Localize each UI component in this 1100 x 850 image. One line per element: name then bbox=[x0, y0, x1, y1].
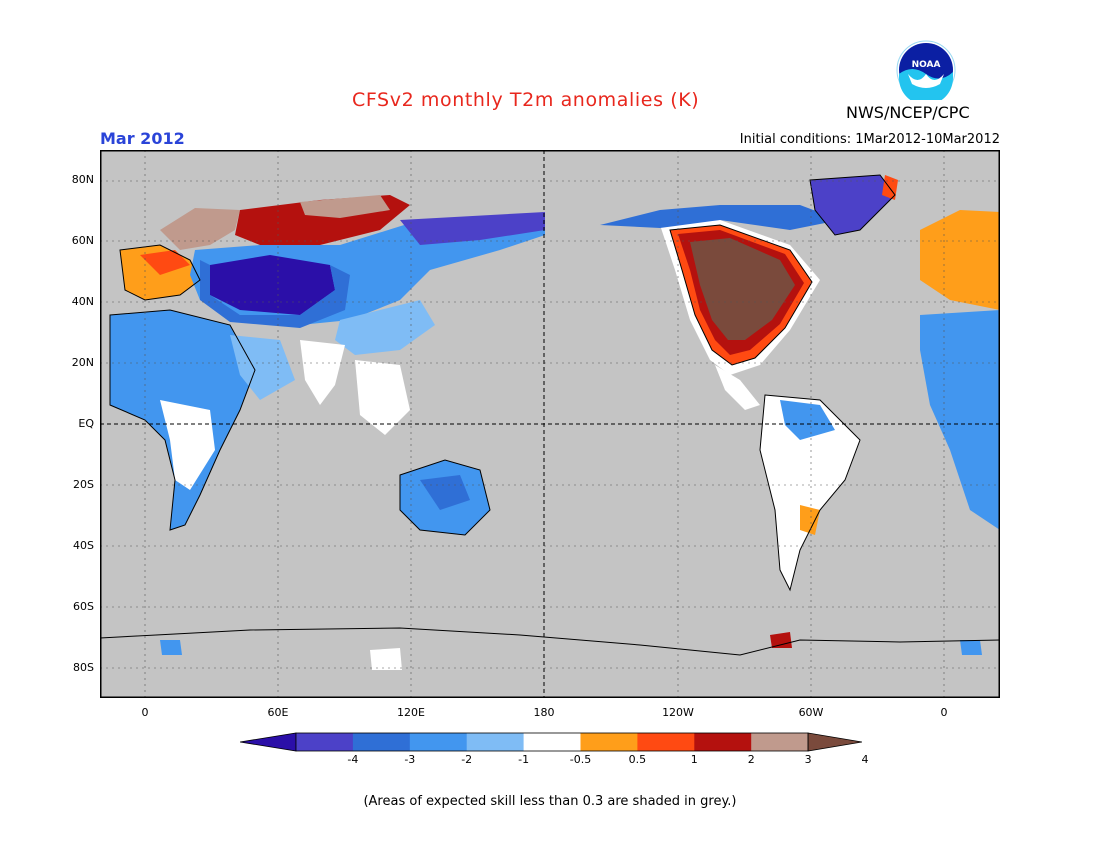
noaa-logo-text: NOAA bbox=[912, 60, 941, 70]
australia-cold-core bbox=[420, 475, 470, 510]
colorbar-segment bbox=[807, 732, 862, 752]
colorbar-label: 2 bbox=[747, 753, 755, 766]
antarctic-peninsula-warm bbox=[770, 632, 792, 648]
antarctica-patch-right bbox=[960, 640, 982, 655]
colorbar-label: -4 bbox=[347, 753, 359, 766]
canada-arctic-patch bbox=[600, 205, 840, 230]
colorbar-label: 1 bbox=[690, 753, 698, 766]
greenland-patch bbox=[810, 175, 895, 235]
agency-label: NWS/NCEP/CPC bbox=[846, 103, 970, 122]
scandinavia-patch bbox=[160, 208, 240, 250]
colorbar-segment bbox=[409, 733, 468, 751]
coastlines bbox=[100, 174, 1000, 656]
land-patches bbox=[100, 175, 1000, 698]
y-tick-label: 20S bbox=[73, 478, 94, 491]
antarctica-patch-center bbox=[370, 648, 402, 670]
y-tick-label: 80S bbox=[73, 661, 94, 674]
siberia-brown-patch bbox=[300, 195, 390, 218]
colorbar-label: -3 bbox=[404, 753, 416, 766]
antarctica-strip bbox=[100, 628, 1000, 698]
colorbar-segment bbox=[751, 733, 809, 751]
noaa-logo: NOAA bbox=[896, 40, 956, 100]
anomaly-map bbox=[100, 150, 1000, 698]
colorbar bbox=[240, 732, 862, 752]
south-america-patch bbox=[760, 395, 860, 590]
colorbar-label: -0.5 bbox=[569, 753, 592, 766]
chart-title: CFSv2 monthly T2m anomalies (K) bbox=[352, 89, 700, 111]
colorbar-segment bbox=[580, 733, 638, 751]
y-tick-label: 60S bbox=[73, 600, 94, 613]
se-asia-patch bbox=[355, 360, 410, 435]
antarctica-patch-left bbox=[160, 640, 182, 655]
south-america-warm bbox=[800, 505, 820, 535]
y-tick-label: 40N bbox=[71, 295, 94, 308]
y-tick-label: 80N bbox=[71, 173, 94, 186]
wrap-europe-patch bbox=[920, 210, 1000, 310]
colorbar-segment bbox=[637, 733, 695, 751]
y-tick-label: EQ bbox=[78, 417, 94, 430]
y-tick-label: 20N bbox=[71, 356, 94, 369]
colorbar-label: 0.5 bbox=[628, 753, 647, 766]
x-tick-label: 0 bbox=[940, 706, 948, 719]
north-america-brown-core bbox=[690, 238, 795, 340]
x-tick-label: 180 bbox=[533, 706, 555, 719]
india-patch bbox=[300, 340, 345, 405]
forecast-month: Mar 2012 bbox=[100, 129, 185, 148]
map-frame bbox=[100, 150, 1000, 698]
colorbar-label: -2 bbox=[461, 753, 473, 766]
central-asia-cold-ring bbox=[200, 260, 350, 328]
colorbar-label: 4 bbox=[861, 753, 869, 766]
wrap-africa-patch bbox=[920, 310, 1000, 530]
x-tick-label: 60E bbox=[267, 706, 289, 719]
europe-red-patch bbox=[140, 250, 190, 275]
x-tick-label: 120E bbox=[397, 706, 425, 719]
colorbar-segment bbox=[466, 733, 525, 751]
colorbar-label: -1 bbox=[518, 753, 530, 766]
skill-note: (Areas of expected skill less than 0.3 a… bbox=[363, 794, 737, 809]
colorbar-segment bbox=[523, 733, 581, 751]
y-tick-label: 60N bbox=[71, 234, 94, 247]
colorbar-outline bbox=[295, 732, 809, 752]
colorbar-segment bbox=[296, 733, 354, 751]
graticule bbox=[100, 150, 1000, 698]
x-tick-label: 60W bbox=[798, 706, 824, 719]
colorbar-segment bbox=[694, 733, 752, 751]
south-america-cold bbox=[780, 400, 835, 440]
x-tick-label: 0 bbox=[141, 706, 149, 719]
africa-white-patch bbox=[160, 400, 215, 490]
central-america-patch bbox=[715, 365, 760, 410]
china-patch bbox=[335, 300, 435, 355]
east-siberia-cold bbox=[400, 212, 545, 245]
colorbar-segment bbox=[352, 733, 411, 751]
colorbar-label: 3 bbox=[804, 753, 812, 766]
x-tick-label: 120W bbox=[662, 706, 694, 719]
initial-conditions: Initial conditions: 1Mar2012-10Mar2012 bbox=[739, 132, 1000, 147]
central-asia-cold-core bbox=[210, 255, 335, 315]
y-tick-label: 40S bbox=[73, 539, 94, 552]
colorbar-segment bbox=[240, 732, 297, 752]
arabia-patch bbox=[230, 335, 295, 400]
